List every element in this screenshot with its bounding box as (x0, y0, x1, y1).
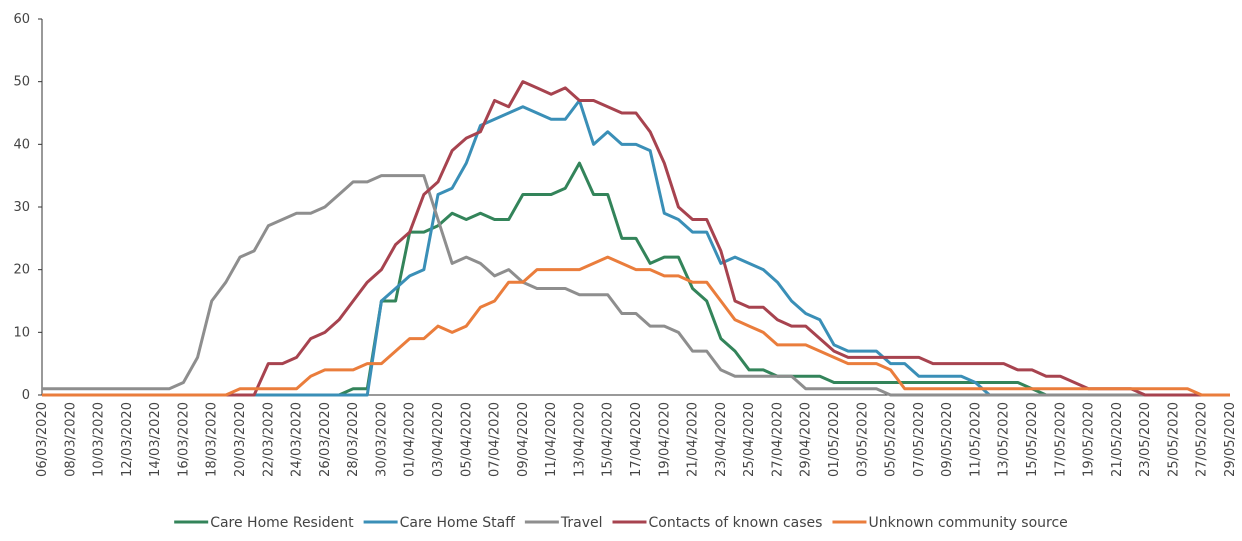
x-tick-label: 30/03/2020 (374, 402, 389, 477)
x-tick-label: 19/04/2020 (657, 402, 672, 477)
x-tick-label: 23/05/2020 (1138, 402, 1153, 477)
x-tick-label: 07/04/2020 (488, 402, 503, 477)
x-tick-label: 29/04/2020 (799, 402, 814, 477)
x-tick-label: 03/04/2020 (431, 402, 446, 477)
series-line (42, 98, 1230, 397)
x-tick-label: 18/03/2020 (205, 402, 220, 477)
x-tick-label: 21/04/2020 (686, 402, 701, 477)
x-tick-label: 21/05/2020 (1110, 402, 1125, 477)
x-tick-label: 08/03/2020 (63, 402, 78, 477)
legend-label: Travel (560, 515, 603, 531)
y-tick-label: 60 (13, 12, 30, 27)
x-tick-label: 15/04/2020 (601, 402, 616, 477)
x-tick-label: 01/05/2020 (827, 402, 842, 477)
y-tick-label: 40 (13, 137, 30, 152)
x-tick-label: 25/05/2020 (1166, 402, 1181, 477)
x-tick-label: 14/03/2020 (148, 402, 163, 477)
x-tick-label: 17/04/2020 (629, 402, 644, 477)
legend-label: Care Home Staff (400, 515, 516, 531)
x-tick-label: 27/04/2020 (770, 402, 785, 477)
x-tick-label: 12/03/2020 (120, 402, 135, 477)
x-tick-label: 09/04/2020 (516, 402, 531, 477)
x-tick-label: 17/05/2020 (1053, 402, 1068, 477)
x-tick-label: 09/05/2020 (940, 402, 955, 477)
x-tick-label: 15/05/2020 (1025, 402, 1040, 477)
x-tick-label: 03/05/2020 (855, 402, 870, 477)
legend-label: Care Home Resident (210, 515, 354, 531)
x-tick-label: 07/05/2020 (912, 402, 927, 477)
legend-label: Unknown community source (868, 515, 1067, 531)
x-tick-label: 06/03/2020 (35, 402, 50, 477)
y-tick-label: 50 (13, 75, 30, 90)
y-tick-label: 10 (13, 325, 30, 340)
x-tick-label: 19/05/2020 (1082, 402, 1097, 477)
x-tick-label: 13/04/2020 (572, 402, 587, 477)
series-line (42, 255, 1230, 397)
series-line (42, 161, 1230, 397)
x-tick-label: 13/05/2020 (997, 402, 1012, 477)
legend-label: Contacts of known cases (649, 515, 823, 531)
x-tick-label: 24/03/2020 (290, 402, 305, 477)
y-tick-label: 0 (22, 388, 30, 403)
x-tick-label: 28/03/2020 (346, 402, 361, 477)
x-tick-label: 27/05/2020 (1195, 402, 1210, 477)
x-tick-label: 11/05/2020 (968, 402, 983, 477)
legend: Care Home Resident Care Home Staff Travel C… (174, 515, 1068, 531)
x-tick-label: 01/04/2020 (403, 402, 418, 477)
x-tick-label: 16/03/2020 (176, 402, 191, 477)
x-tick-label: 05/04/2020 (459, 402, 474, 477)
y-tick-label: 20 (13, 263, 30, 278)
x-tick-label: 26/03/2020 (318, 402, 333, 477)
x-tick-label: 10/03/2020 (92, 402, 107, 477)
y-tick-label: 30 (13, 200, 30, 215)
x-tick-label: 29/05/2020 (1223, 402, 1238, 477)
x-tick-label: 11/04/2020 (544, 402, 559, 477)
x-tick-label: 05/05/2020 (884, 402, 899, 477)
series-line (42, 80, 1230, 397)
x-tick-label: 23/04/2020 (714, 402, 729, 477)
x-tick-label: 22/03/2020 (261, 402, 276, 477)
x-tick-label: 20/03/2020 (233, 402, 248, 477)
series-line (42, 174, 1230, 397)
x-tick-label: 25/04/2020 (742, 402, 757, 477)
